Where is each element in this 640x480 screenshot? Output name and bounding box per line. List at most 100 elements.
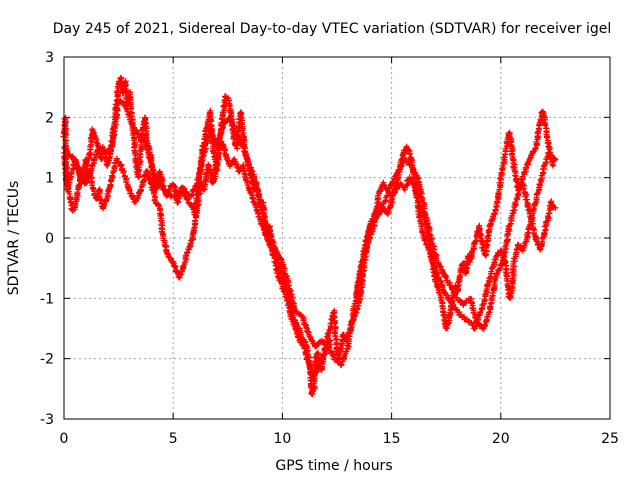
data-point [542, 122, 549, 129]
data-point [301, 345, 308, 352]
data-point [314, 368, 321, 375]
data-point [192, 217, 199, 224]
y-tick-label: -1 [40, 291, 54, 307]
y-tick-label: -2 [40, 352, 54, 368]
data-point [171, 183, 178, 190]
data-point [303, 324, 310, 331]
data-point [543, 134, 550, 141]
x-tick-label: 20 [492, 431, 510, 447]
data-point [198, 157, 205, 164]
data-point [282, 272, 289, 279]
y-tick-label: 1 [45, 171, 54, 187]
data-point [408, 162, 415, 169]
data-point [363, 237, 370, 244]
data-point [267, 233, 274, 240]
series-1 [60, 74, 559, 398]
data-point [137, 186, 144, 193]
data-point [97, 196, 104, 203]
data-point [123, 178, 130, 185]
data-point [369, 216, 376, 223]
y-tick-label: -3 [40, 412, 54, 428]
data-point [111, 164, 118, 171]
data-point [431, 273, 438, 280]
plot-frame [63, 56, 611, 420]
data-point [552, 204, 559, 211]
data-point [181, 185, 188, 192]
data-point [311, 373, 318, 380]
x-tick-label: 0 [60, 431, 69, 447]
data-point [324, 333, 331, 340]
y-tick-label: 2 [45, 110, 54, 126]
data-point [161, 186, 168, 193]
data-point [544, 139, 551, 146]
data-point [239, 164, 246, 171]
data-point [87, 167, 94, 174]
y-tick-labels: -3 -2 -1 0 1 2 3 [40, 50, 54, 428]
data-point [519, 247, 526, 254]
data-point [406, 151, 413, 158]
data-point [441, 316, 448, 323]
data-point [504, 236, 511, 243]
data-point [211, 139, 218, 146]
x-axis-label: GPS time / hours [275, 458, 392, 474]
data-point [75, 182, 82, 189]
data-point [66, 195, 73, 202]
data-point [219, 123, 226, 130]
data-point [442, 274, 449, 281]
data-point [126, 187, 133, 194]
data-point [288, 315, 295, 322]
y-axis-label: SDTVAR / TECUs [6, 181, 22, 296]
data-point [251, 200, 258, 207]
data-point [73, 161, 80, 168]
data-point [437, 263, 444, 270]
data-point [118, 163, 125, 170]
data-point [431, 264, 438, 271]
data-point [534, 190, 541, 197]
data-point [489, 216, 496, 223]
data-point [144, 170, 151, 177]
data-point [174, 199, 181, 206]
data-point [338, 361, 345, 368]
data-point [550, 162, 557, 169]
data-point [332, 336, 339, 343]
data-point [360, 248, 367, 255]
data-point [505, 287, 512, 294]
data-point [375, 205, 382, 212]
data-point [201, 149, 208, 156]
data-point [527, 221, 534, 228]
data-point [272, 266, 279, 273]
data-point [477, 308, 484, 315]
data-point [269, 250, 276, 257]
data-point [194, 202, 201, 209]
data-point [493, 252, 500, 259]
data-point [437, 278, 444, 285]
data-point [304, 328, 311, 335]
data-point [396, 167, 403, 174]
data-point [537, 246, 544, 253]
data-points [60, 74, 559, 398]
x-tick-label: 5 [169, 431, 178, 447]
data-point [542, 226, 549, 233]
x-tick-label: 10 [273, 431, 291, 447]
data-point [205, 163, 212, 170]
data-point [73, 162, 80, 169]
data-point [340, 355, 347, 362]
data-point [213, 158, 220, 165]
y-tick-label: 3 [45, 50, 54, 66]
series-3 [61, 96, 557, 369]
data-point [242, 176, 249, 183]
x-tick-label: 25 [601, 431, 619, 447]
data-point [450, 301, 457, 308]
data-point [126, 91, 133, 98]
data-point [472, 238, 479, 245]
data-point [307, 366, 314, 373]
data-point [488, 268, 495, 275]
data-point [228, 119, 235, 126]
data-point [526, 203, 533, 210]
x-tick-labels: 0 5 10 15 20 25 [60, 431, 619, 447]
data-point [155, 202, 162, 209]
data-point [188, 192, 195, 199]
data-point [315, 363, 322, 370]
data-point [177, 271, 184, 278]
